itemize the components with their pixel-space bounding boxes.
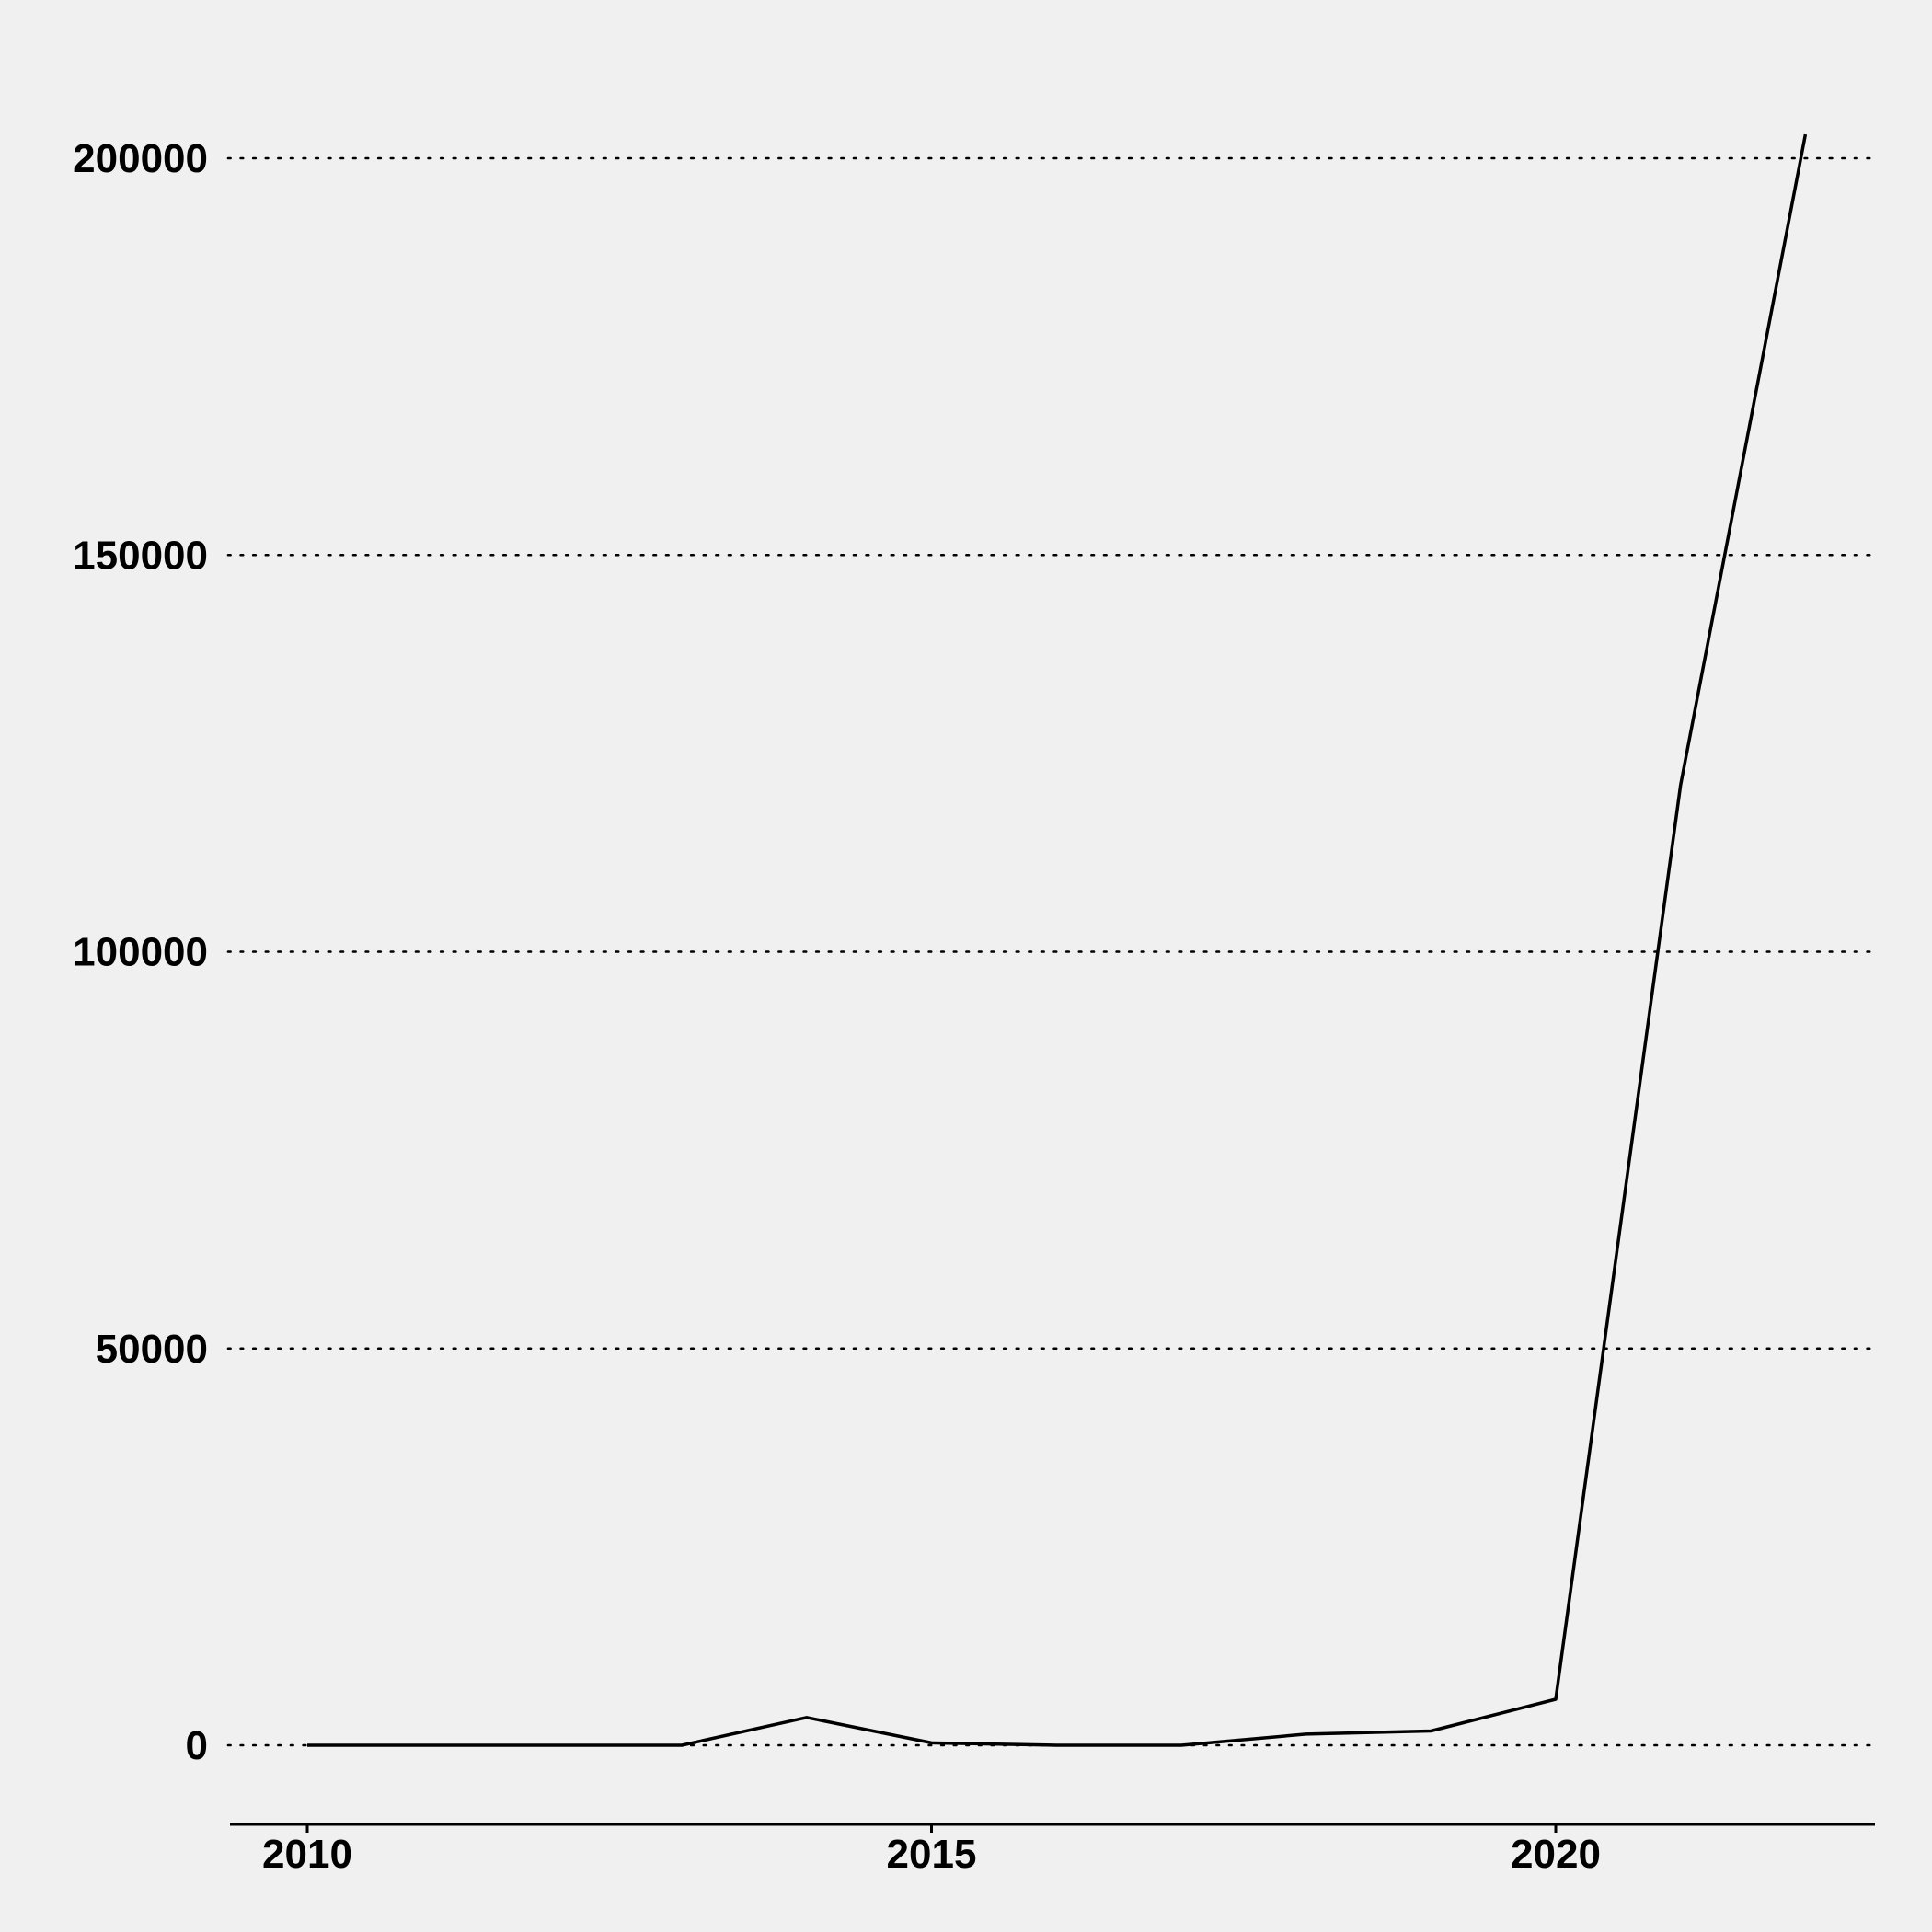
x-tick-label-2015: 2015 [887, 1832, 977, 1877]
series-line-0 [307, 133, 1808, 1747]
series-group [307, 133, 1808, 1747]
x-tick-label-2010: 2010 [262, 1832, 352, 1877]
y-tick-label-200000: 200000 [73, 136, 208, 181]
y-gridlines [226, 156, 1873, 1747]
x-axis: 2010 2015 2020 [230, 1823, 1875, 1877]
x-tick-label-2020: 2020 [1511, 1832, 1601, 1877]
y-tick-label-150000: 150000 [73, 533, 208, 578]
y-tick-label-100000: 100000 [73, 930, 208, 975]
y-tick-labels: 0 50000 100000 150000 200000 [73, 136, 208, 1768]
y-tick-label-0: 0 [186, 1723, 208, 1768]
y-tick-label-50000: 50000 [96, 1327, 208, 1372]
